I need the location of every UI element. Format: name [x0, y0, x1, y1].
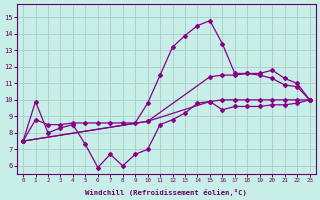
X-axis label: Windchill (Refroidissement éolien,°C): Windchill (Refroidissement éolien,°C)	[85, 189, 247, 196]
